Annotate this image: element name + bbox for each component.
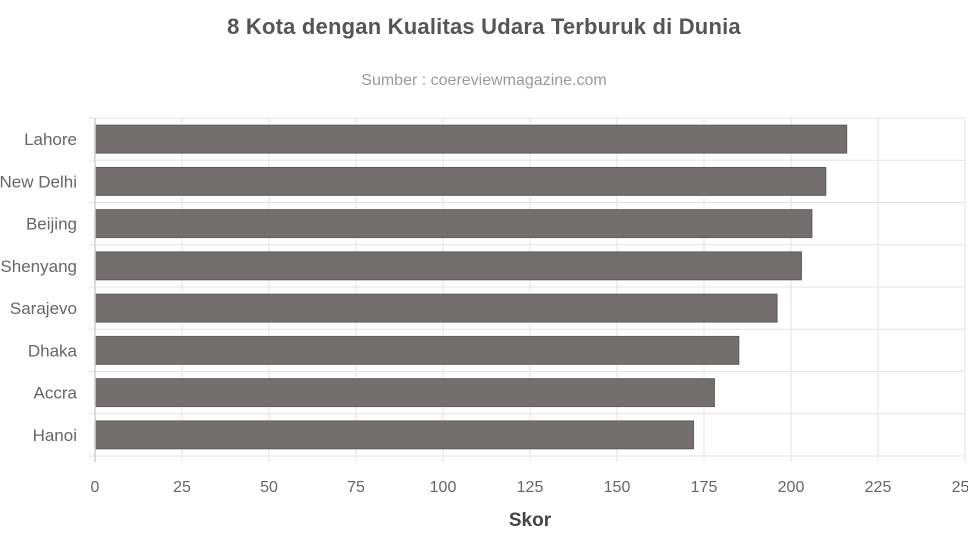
bar[interactable] — [94, 420, 695, 450]
y-tick-label: Lahore — [24, 130, 77, 149]
x-tick-label: 100 — [430, 479, 457, 496]
x-tick-label: 150 — [604, 479, 631, 496]
bars — [94, 124, 848, 450]
x-tick-label: 50 — [260, 479, 278, 496]
bar[interactable] — [94, 209, 813, 239]
x-tick-label: 0 — [91, 479, 100, 496]
axis-labels: 0 25 50 75 100 125 150 175 200 225 250 Lahore New De… — [0, 130, 968, 496]
x-tick-label: 75 — [347, 479, 365, 496]
bar[interactable] — [94, 378, 715, 408]
y-tick-label: Accra — [34, 384, 78, 403]
x-axis-title: Skor — [509, 510, 552, 531]
y-tick-label: Hanoi — [33, 426, 77, 445]
x-tick-label: 225 — [865, 479, 892, 496]
y-tick-label: Dhaka — [28, 341, 78, 360]
bar[interactable] — [94, 335, 740, 365]
x-tick-label: 250 — [952, 479, 968, 496]
chart-subtitle: Sumber : coereviewmagazine.com — [361, 72, 607, 89]
y-tick-label: Beijing — [26, 215, 77, 234]
bar[interactable] — [94, 251, 802, 281]
y-tick-label: Shenyang — [0, 257, 77, 276]
y-tick-label: Sarajevo — [10, 299, 77, 318]
bar[interactable] — [94, 166, 827, 196]
bar[interactable] — [94, 124, 848, 154]
x-tick-label: 200 — [778, 479, 805, 496]
x-tick-label: 125 — [517, 479, 544, 496]
x-tick-label: 175 — [691, 479, 718, 496]
chart-title: 8 Kota dengan Kualitas Udara Terburuk di… — [227, 14, 741, 39]
bar[interactable] — [94, 293, 778, 323]
y-tick-label: New Delhi — [0, 172, 77, 191]
x-tick-label: 25 — [173, 479, 191, 496]
